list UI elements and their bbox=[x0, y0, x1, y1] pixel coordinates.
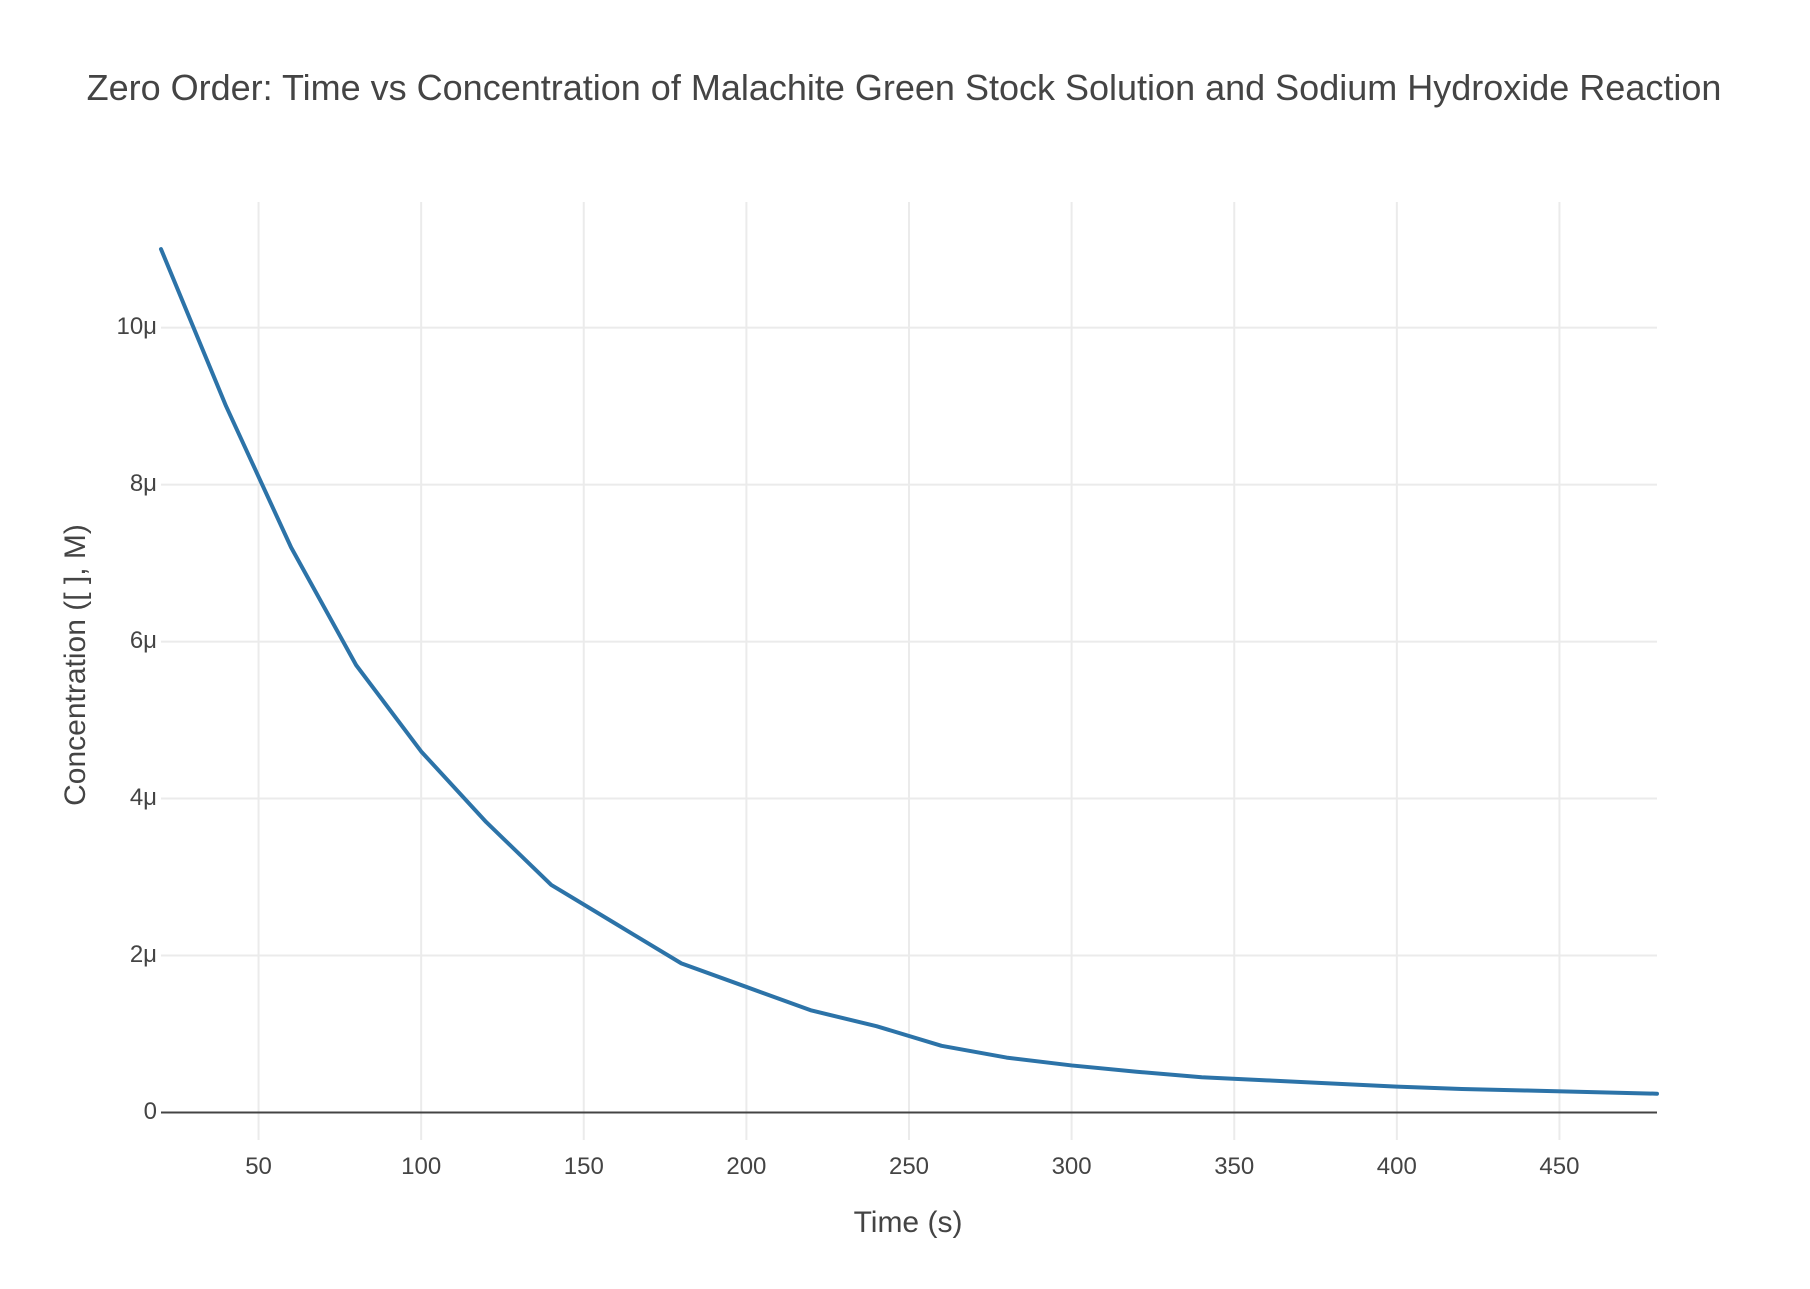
x-tick-label: 200 bbox=[726, 1153, 766, 1180]
x-tick-label: 50 bbox=[245, 1153, 272, 1180]
x-tick-label: 250 bbox=[889, 1153, 929, 1180]
y-tick-label: 0 bbox=[144, 1098, 157, 1125]
grid-lines bbox=[161, 202, 1657, 1140]
x-tick-label: 100 bbox=[401, 1153, 441, 1180]
y-tick-label: 10μ bbox=[116, 313, 157, 340]
x-tick-label: 350 bbox=[1214, 1153, 1254, 1180]
x-tick-label: 300 bbox=[1052, 1153, 1092, 1180]
series-layer bbox=[159, 247, 1659, 1096]
chart-title: Zero Order: Time vs Concentration of Mal… bbox=[87, 67, 1722, 108]
x-axis-title: Time (s) bbox=[854, 1206, 963, 1239]
x-tick-label: 150 bbox=[564, 1153, 604, 1180]
y-tick-label: 2μ bbox=[130, 941, 157, 968]
series-line bbox=[159, 247, 1659, 1096]
y-tick-label: 4μ bbox=[130, 784, 157, 811]
tick-labels: 50 100 150 200 250 300 350 400 450 0 2μ 4μ 6μ 8μ 10μ bbox=[116, 313, 1579, 1180]
y-tick-label: 6μ bbox=[130, 627, 157, 654]
y-axis-title: Concentration ([ ], M) bbox=[59, 524, 92, 806]
x-tick-label: 400 bbox=[1377, 1153, 1417, 1180]
x-tick-label: 450 bbox=[1539, 1153, 1579, 1180]
y-tick-label: 8μ bbox=[130, 470, 157, 497]
